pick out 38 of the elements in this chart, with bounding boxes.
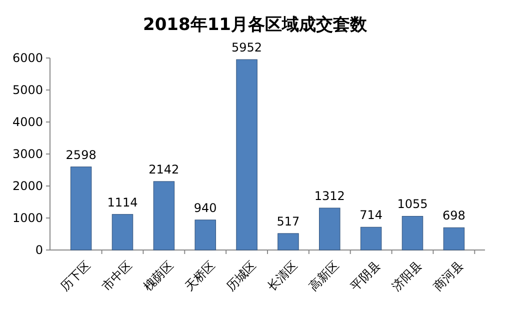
x-tick-label: 商河县: [430, 258, 466, 294]
data-label: 714: [360, 208, 383, 222]
bar: [236, 59, 258, 250]
y-tick-label: 6000: [12, 51, 43, 66]
bar: [278, 233, 299, 250]
y-tick-label: 1000: [12, 211, 43, 226]
x-tick-label: 市中区: [99, 258, 135, 294]
y-tick-label: 2000: [12, 179, 43, 194]
data-label: 1055: [397, 197, 428, 212]
y-tick-label: 0: [35, 243, 43, 258]
y-tick-label: 4000: [12, 115, 43, 130]
x-tick-label: 平阴县: [348, 258, 384, 294]
data-label: 1114: [107, 195, 138, 210]
y-tick-label: 5000: [12, 83, 43, 98]
x-tick-label: 天桥区: [182, 258, 218, 294]
data-label: 2142: [148, 162, 180, 176]
x-tick-label: 长清区: [264, 258, 300, 294]
data-label: 2598: [66, 148, 96, 162]
data-label: 940: [194, 200, 217, 215]
bar: [153, 181, 175, 250]
data-label: 698: [442, 208, 466, 223]
bar: [112, 214, 134, 250]
data-label: 1312: [314, 189, 345, 204]
bar: [319, 208, 340, 250]
x-tick-label: 历下区: [58, 258, 94, 294]
x-tick-label: 高新区: [306, 258, 342, 294]
chart-title: 2018年11月各区域成交套数: [143, 15, 368, 35]
bar: [70, 166, 92, 250]
x-tick-label: 济阳县: [389, 258, 425, 294]
bar: [402, 216, 424, 250]
y-tick-label: 3000: [12, 147, 43, 162]
bar: [194, 220, 216, 250]
bar: [443, 227, 465, 250]
x-tick-label: 槐荫区: [140, 258, 176, 294]
data-label: 517: [276, 214, 300, 228]
bar: [360, 226, 382, 250]
data-label: 5952: [232, 40, 262, 55]
x-tick-label: 历城区: [223, 258, 259, 294]
